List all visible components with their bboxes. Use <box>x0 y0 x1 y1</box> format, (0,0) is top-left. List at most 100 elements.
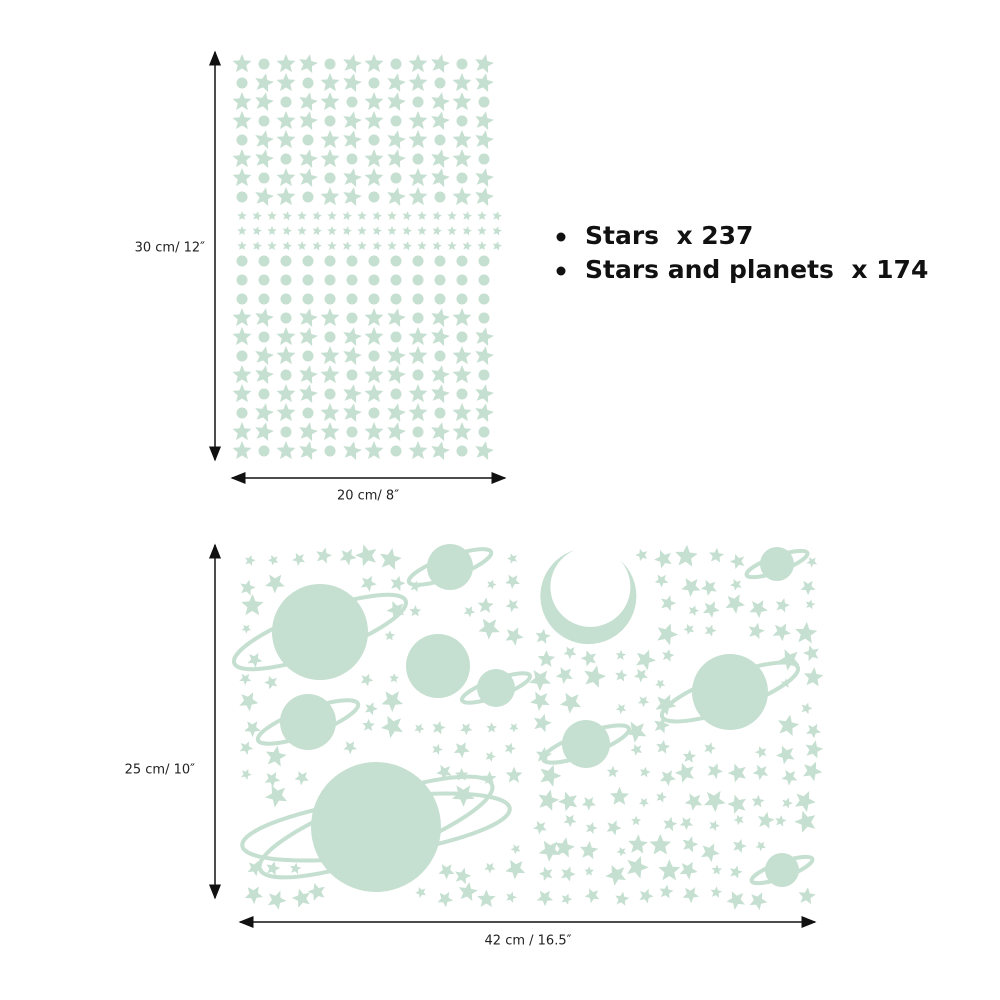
dimension-label: 25 cm/ 10″ <box>125 763 196 778</box>
planet <box>477 669 515 707</box>
dot <box>390 388 402 400</box>
star <box>432 211 442 221</box>
star <box>452 73 472 92</box>
star <box>492 241 502 251</box>
star <box>327 211 337 220</box>
star <box>343 741 357 755</box>
star <box>659 884 674 899</box>
star <box>633 668 648 683</box>
bullet <box>556 266 566 276</box>
dot <box>346 274 358 286</box>
star <box>683 623 695 635</box>
star <box>360 575 377 592</box>
star <box>232 168 252 187</box>
dot <box>302 77 314 89</box>
dot <box>236 77 248 89</box>
star <box>806 557 818 568</box>
star <box>477 241 487 250</box>
star <box>297 226 307 235</box>
dot <box>258 58 270 70</box>
star <box>431 92 450 112</box>
dot <box>412 426 424 438</box>
dot <box>390 58 402 70</box>
star <box>417 241 427 250</box>
dot <box>412 255 424 267</box>
planet <box>760 547 794 581</box>
dot <box>434 77 446 89</box>
dot <box>324 388 336 400</box>
star <box>681 578 701 597</box>
star <box>529 670 551 692</box>
star <box>387 92 406 112</box>
star <box>252 211 262 221</box>
star <box>447 226 457 235</box>
star <box>452 149 472 168</box>
dot <box>412 369 424 381</box>
star <box>798 887 816 905</box>
star <box>232 384 252 403</box>
star <box>432 241 442 251</box>
star <box>343 130 362 150</box>
star <box>729 578 742 591</box>
star <box>364 168 384 187</box>
star <box>255 422 274 442</box>
star <box>704 742 716 755</box>
star <box>432 720 446 735</box>
star <box>510 844 521 855</box>
star <box>749 600 768 619</box>
dot <box>324 331 336 343</box>
dot <box>456 274 468 286</box>
star <box>362 718 375 732</box>
star <box>255 149 274 169</box>
star <box>327 241 337 250</box>
star <box>327 226 337 235</box>
star <box>475 441 494 461</box>
star <box>320 92 340 111</box>
star <box>372 226 382 236</box>
dot <box>302 191 314 203</box>
star <box>536 746 552 763</box>
star <box>477 597 494 613</box>
star <box>343 73 362 93</box>
star <box>475 384 494 404</box>
star <box>291 888 310 908</box>
star <box>364 92 384 111</box>
planet <box>765 853 799 887</box>
star <box>431 308 450 328</box>
dot <box>478 426 490 438</box>
star <box>276 346 296 365</box>
star <box>380 715 403 739</box>
dot <box>346 369 358 381</box>
star <box>538 789 560 811</box>
dot <box>302 134 314 146</box>
star <box>387 403 406 423</box>
dot <box>390 331 402 343</box>
star <box>674 762 694 783</box>
star <box>255 187 274 207</box>
star <box>781 770 798 786</box>
star <box>806 723 821 739</box>
star <box>343 54 362 74</box>
dot <box>456 115 468 127</box>
dot <box>236 350 248 362</box>
star <box>584 665 607 688</box>
dot <box>236 191 248 203</box>
star <box>431 422 450 442</box>
star <box>505 599 519 613</box>
dot <box>236 407 248 419</box>
star <box>342 241 352 251</box>
star <box>679 817 694 831</box>
star <box>455 768 469 781</box>
star <box>805 740 824 759</box>
star <box>364 54 384 73</box>
star <box>436 764 452 781</box>
star <box>387 308 406 328</box>
star <box>381 691 404 712</box>
dot <box>368 77 380 89</box>
star <box>320 308 340 327</box>
dot <box>390 293 402 305</box>
star <box>477 211 487 220</box>
star <box>631 815 642 826</box>
star <box>387 149 406 169</box>
star <box>616 847 626 857</box>
